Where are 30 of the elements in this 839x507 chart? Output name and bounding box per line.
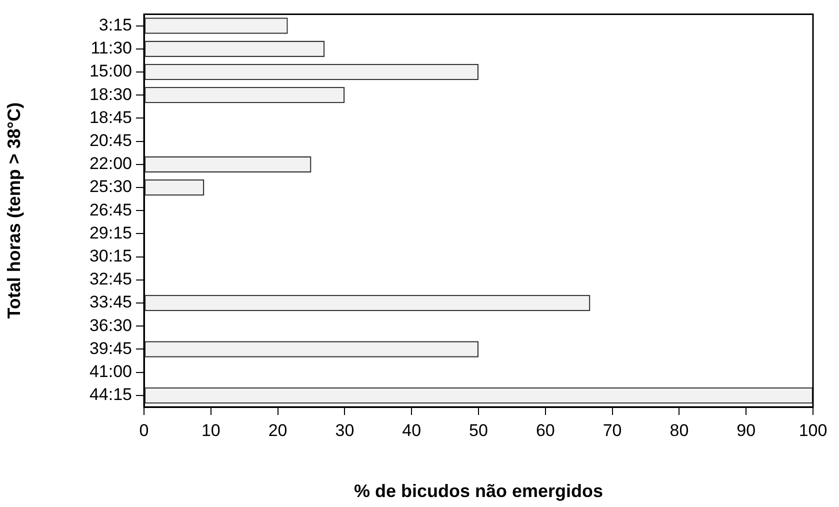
x-tick-label: 60	[536, 420, 555, 440]
x-tick-label: 0	[139, 420, 149, 440]
x-tick-label: 100	[798, 420, 828, 440]
y-tick-label: 18:30	[89, 84, 132, 104]
x-tick-label: 10	[201, 420, 220, 440]
x-tick-label: 30	[335, 420, 354, 440]
y-tick-label: 44:15	[89, 385, 132, 404]
y-tick-label: 20:45	[89, 130, 132, 150]
y-axis-title: Total horas (temp > 38°C)	[4, 102, 24, 319]
y-tick-label: 30:15	[89, 246, 132, 266]
y-tick-label: 26:45	[89, 200, 132, 220]
x-axis-title: % de bicudos não emergidos	[354, 481, 604, 502]
y-tick-label: 22:00	[89, 154, 132, 174]
x-tick-label: 40	[402, 420, 422, 440]
x-tick-label: 20	[268, 420, 288, 440]
y-tick-label: 25:30	[89, 177, 132, 196]
y-tick-label: 18:45	[89, 108, 132, 127]
y-tick-label: 33:45	[89, 292, 132, 312]
y-tick-label: 3:15	[98, 15, 132, 34]
x-tick-label: 50	[469, 420, 488, 440]
y-tick-label: 36:30	[89, 316, 132, 335]
y-tick-label: 39:45	[89, 338, 132, 358]
y-tick-label: 15:00	[89, 62, 132, 81]
y-tick-label: 41:00	[89, 362, 132, 382]
x-tick-label: 70	[602, 420, 622, 440]
x-tick-label: 90	[736, 420, 756, 440]
x-tick-label: 80	[670, 420, 689, 440]
y-tick-label: 29:15	[89, 223, 132, 242]
y-tick-label: 11:30	[90, 38, 132, 58]
y-tick-label: 32:45	[89, 270, 132, 289]
